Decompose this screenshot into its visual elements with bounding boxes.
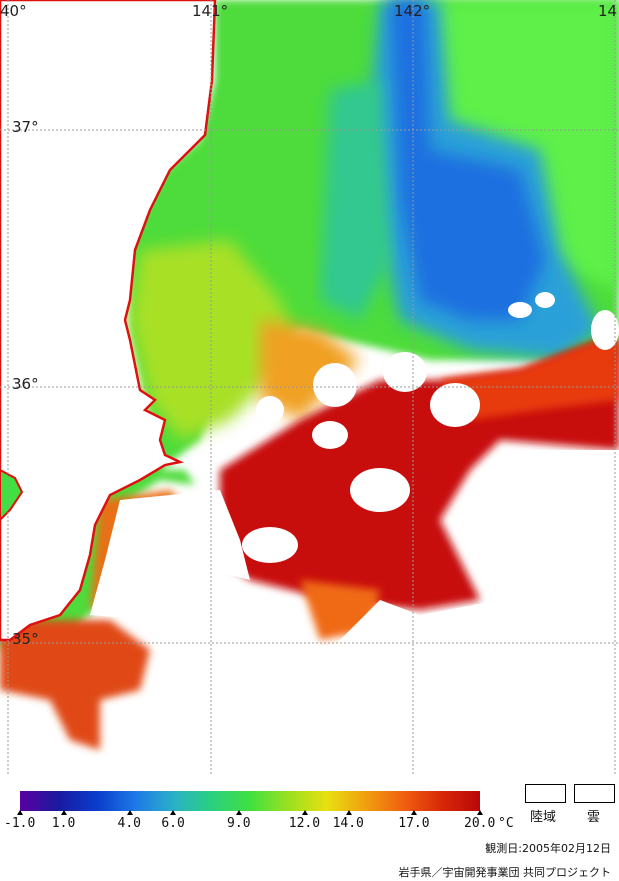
lon-label-141: 141° <box>192 2 229 20</box>
land-legend-swatch <box>525 784 566 803</box>
cloud-legend-swatch <box>574 784 615 803</box>
colorbar-tick-mark <box>236 810 243 815</box>
colorbar-tick-label: 12.0 <box>288 816 321 831</box>
sea-surface-temperature-map <box>0 0 619 775</box>
colorbar-tick-mark <box>411 810 418 815</box>
cloud-legend-label: 雲 <box>587 810 601 825</box>
colorbar-tick-mark <box>17 810 23 815</box>
colorbar-tick-label: 20.0 <box>464 816 496 831</box>
colorbar-tick-label: 9.0 <box>227 816 251 831</box>
colorbar-tick-mark <box>345 810 352 815</box>
lat-label-36: 36° <box>12 375 39 393</box>
observation-date: 観測日:2005年02月12日 <box>485 842 611 855</box>
land-legend-label: 陸域 <box>530 810 557 825</box>
lon-label-142: 142° <box>394 2 431 20</box>
colorbar-tick-label: 4.0 <box>117 816 141 831</box>
colorbar-unit: °C <box>498 816 514 831</box>
temperature-field <box>0 0 619 770</box>
lon-label-140: 40° <box>0 2 27 20</box>
colorbar-tick-mark <box>170 810 177 815</box>
colorbar-tick-label: -1.0 <box>4 816 36 831</box>
colorbar-tick-label: 17.0 <box>398 816 430 831</box>
credit-text: 岩手県／宇宙開発事業団 共同プロジェクト <box>398 866 612 879</box>
colorbar-tick-mark <box>477 810 483 815</box>
colorbar-tick-mark <box>60 810 67 815</box>
colorbar-tick-label: 1.0 <box>51 816 76 831</box>
colorbar-tick-mark <box>126 810 133 815</box>
lon-label-143: 14 <box>598 2 618 20</box>
temperature-colorbar <box>20 791 480 811</box>
lat-label-37: 37° <box>12 118 39 136</box>
colorbar-tick-mark <box>301 810 308 815</box>
cloud-mask <box>0 292 619 775</box>
colorbar-tick-label: 6.0 <box>161 816 185 831</box>
colorbar-tick-label: 14.0 <box>332 816 364 831</box>
graticule <box>0 0 619 775</box>
lat-label-35: 35° <box>12 630 39 648</box>
land-area <box>0 0 217 642</box>
